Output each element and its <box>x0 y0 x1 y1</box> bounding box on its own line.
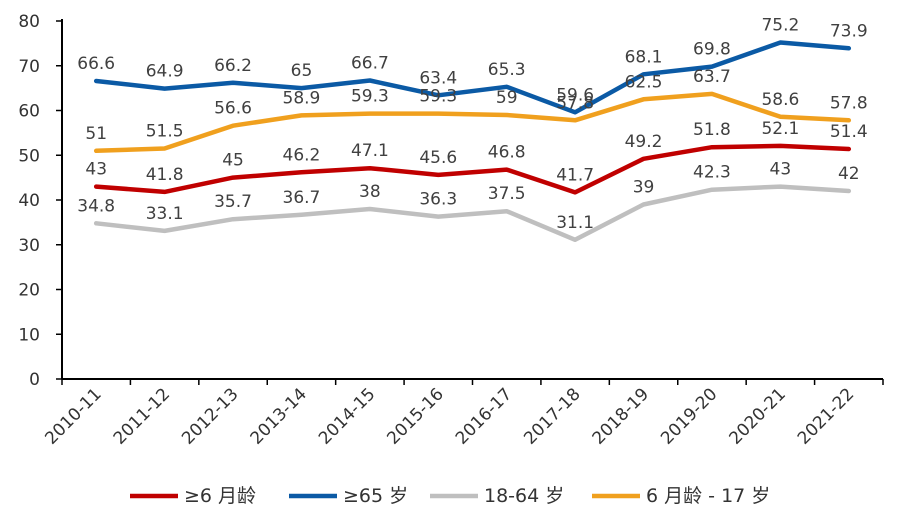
data-label: 65.3 <box>488 60 526 80</box>
data-label: 59.6 <box>556 85 594 105</box>
legend: ≥6 月龄 ≥65 岁 18-64 岁 6 月龄 - 17 岁 <box>130 485 770 507</box>
data-label: 58.9 <box>283 88 321 108</box>
data-label: 51 <box>85 124 107 144</box>
x-tick-label: 2020-21 <box>726 384 790 448</box>
x-tick-label: 2015-16 <box>383 384 447 448</box>
data-label: 35.7 <box>214 192 252 212</box>
data-label: 56.6 <box>214 99 252 119</box>
x-tick-label: 2012-13 <box>178 384 242 448</box>
data-label: 75.2 <box>761 15 799 35</box>
x-axis: 2010-11 2011-12 2012-13 2013-14 2014-15 2015-… <box>41 378 884 449</box>
data-label: 63.7 <box>693 67 731 87</box>
data-label: 39 <box>633 177 655 197</box>
y-tick-label: 0 <box>29 370 40 390</box>
data-label: 37.5 <box>488 184 526 204</box>
data-label: 38 <box>359 182 381 202</box>
data-label: 58.6 <box>761 90 799 110</box>
data-label: 45 <box>222 151 244 171</box>
data-labels: 43 41.8 45 46.2 47.1 45.6 46.8 41.7 49.2 51.8 52.1… <box>77 15 867 232</box>
y-tick-label: 60 <box>18 102 40 122</box>
y-tick-label: 50 <box>18 146 40 166</box>
x-tick-label: 2021-22 <box>794 384 858 448</box>
data-label: 51.4 <box>830 122 868 142</box>
data-label: 43 <box>85 160 107 180</box>
x-tick-label: 2013-14 <box>247 384 311 448</box>
y-tick-label: 20 <box>18 281 40 301</box>
data-label: 62.5 <box>625 72 663 92</box>
data-label: 66.2 <box>214 56 252 76</box>
data-label: 66.7 <box>351 54 389 74</box>
data-label: 68.1 <box>625 47 663 67</box>
data-label: 34.8 <box>77 196 115 216</box>
series-line-0 <box>93 143 852 195</box>
data-label: 64.9 <box>146 62 184 82</box>
data-label: 73.9 <box>830 21 868 41</box>
x-tick-label: 2014-15 <box>315 384 379 448</box>
data-label: 36.3 <box>419 190 457 210</box>
data-label: 46.2 <box>283 145 321 165</box>
data-label: 33.1 <box>146 204 184 224</box>
data-label: 41.7 <box>556 165 594 185</box>
data-label: 41.8 <box>146 165 184 185</box>
series-line-3 <box>93 91 852 154</box>
x-tick-label: 2010-11 <box>41 384 105 448</box>
series-line-2 <box>93 184 852 243</box>
data-label: 69.8 <box>693 40 731 60</box>
data-label: 42 <box>838 164 860 184</box>
data-label: 51.5 <box>146 122 184 142</box>
data-label: 57.8 <box>556 93 594 113</box>
data-label: 59.3 <box>419 87 457 107</box>
series-line-1 <box>93 40 852 115</box>
data-label: 57.8 <box>830 93 868 113</box>
data-label: 59 <box>496 88 518 108</box>
data-label: 49.2 <box>625 132 663 152</box>
x-tick-label: 2018-19 <box>589 384 653 448</box>
data-label: 66.6 <box>77 54 115 74</box>
y-tick-label: 70 <box>18 57 40 77</box>
legend-label: ≥6 月龄 <box>184 485 256 507</box>
data-label: 46.8 <box>488 143 526 163</box>
data-label: 52.1 <box>761 119 799 139</box>
x-tick-label: 2011-12 <box>110 384 174 448</box>
data-label: 42.3 <box>693 163 731 183</box>
legend-label: ≥65 岁 <box>343 485 408 507</box>
y-tick-label: 30 <box>18 236 40 256</box>
data-label: 59.3 <box>351 87 389 107</box>
x-tick-label: 2019-20 <box>657 384 721 448</box>
x-tick-label: 2017-18 <box>520 384 584 448</box>
data-label: 31.1 <box>556 213 594 233</box>
data-label: 47.1 <box>351 141 389 161</box>
series-lines <box>93 40 852 243</box>
y-axis: 0 10 20 30 40 50 60 70 80 <box>18 12 63 390</box>
legend-label: 6 月龄 - 17 岁 <box>646 485 770 507</box>
x-tick-label: 2016-17 <box>452 384 516 448</box>
y-tick-label: 40 <box>18 191 40 211</box>
data-label: 36.7 <box>283 188 321 208</box>
data-label: 45.6 <box>419 148 457 168</box>
legend-label: 18-64 岁 <box>484 485 564 507</box>
y-tick-label: 10 <box>18 325 40 345</box>
data-label: 51.8 <box>693 120 731 140</box>
data-label: 43 <box>770 160 792 180</box>
data-label: 63.4 <box>419 68 457 88</box>
data-label: 65 <box>291 61 313 81</box>
y-tick-label: 80 <box>18 12 40 32</box>
